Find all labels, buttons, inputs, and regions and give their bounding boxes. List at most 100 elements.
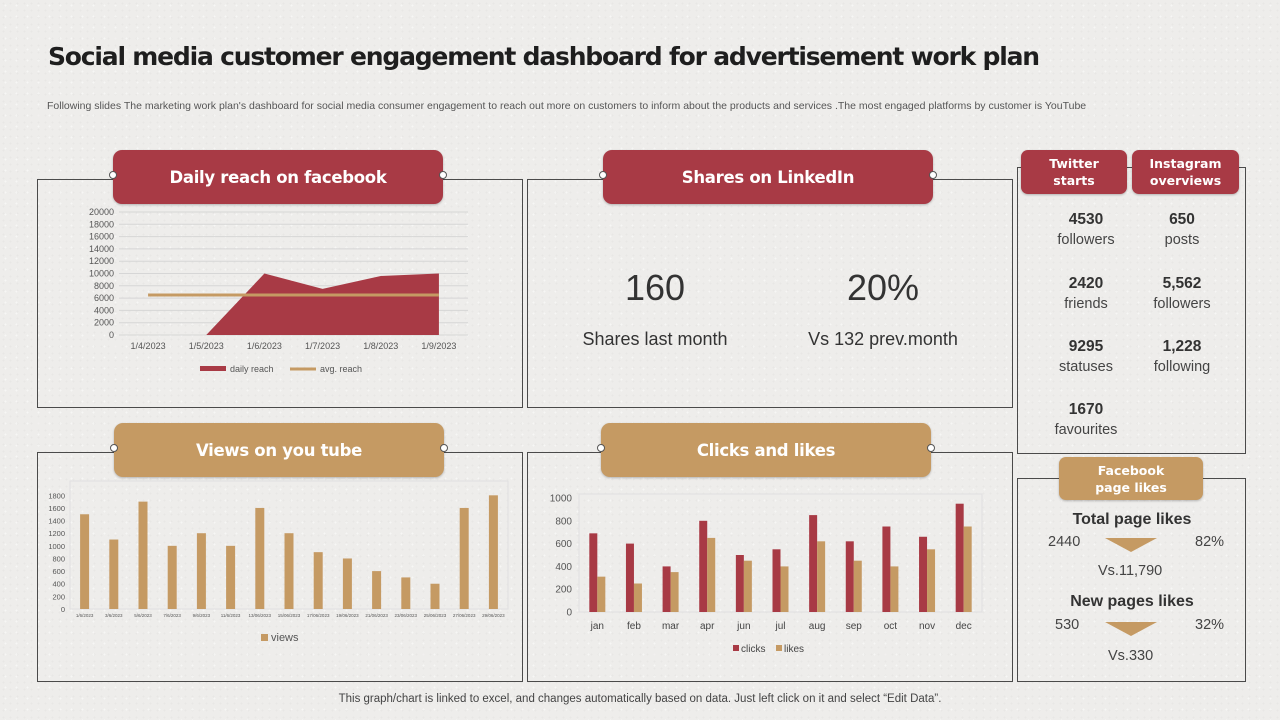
x-tick-label: 15/06/2023 (278, 613, 301, 618)
facebook-reach-chart[interactable]: 0 2000 4000 6000 8000 10000 12000 14000 16000 180… (38, 180, 522, 407)
legend-label: clicks (741, 644, 765, 655)
page-title: Social media customer engagement dashboa… (48, 42, 1040, 71)
twitter-stat: 1670 favourites (1031, 400, 1141, 440)
legend-label: likes (784, 644, 804, 655)
x-tick-label: 1/5/2023 (189, 341, 224, 351)
y-tick-label: 600 (52, 567, 65, 576)
change-value: 20% (846, 267, 920, 308)
x-tick-label: 19/06/2023 (336, 613, 359, 618)
clicks-likes-chart[interactable]: 0 200 400 600 800 1000 jan feb mar apr jun jul aug se… (528, 453, 1012, 681)
stat-value: 5,562 (1162, 275, 1202, 292)
bar-clicks (772, 549, 781, 612)
youtube-views-chart[interactable]: 0 200 400 600 800 1000 1200 1400 1600 1800 1/6/202… (38, 453, 522, 681)
bar-views (80, 514, 90, 609)
x-tick-label: 13/06/2023 (249, 613, 272, 618)
x-tick-label: aug (809, 621, 826, 632)
y-tick-label: 1600 (48, 504, 65, 513)
twitter-stat: 4530 followers (1031, 210, 1141, 250)
y-tick-label: 0 (61, 605, 65, 614)
bar-clicks (589, 533, 598, 612)
new-likes-value: 530 (1055, 617, 1080, 633)
y-tick-label: 200 (52, 592, 65, 601)
y-tick-label: 4000 (94, 305, 114, 315)
new-likes-title: New pages likes (1070, 593, 1194, 610)
twitter-header: Twitter starts (1021, 150, 1127, 194)
x-tick-label: 21/06/2023 (365, 613, 388, 618)
y-tick-label: 800 (52, 554, 65, 563)
y-tick-label: 12000 (89, 256, 114, 266)
bar-views (255, 507, 265, 609)
bar-likes (707, 537, 716, 612)
x-tick-label: sep (846, 621, 863, 632)
youtube-header-label: Views on you tube (195, 440, 363, 460)
connector-dot (110, 444, 118, 452)
x-tick-label: mar (662, 621, 680, 632)
legend-swatch (261, 634, 268, 641)
instagram-stat: 650 posts (1127, 210, 1237, 250)
stat-value: 2420 (1068, 275, 1104, 292)
x-tick-label: 1/8/2023 (363, 341, 398, 351)
stat-value: 650 (1169, 211, 1195, 228)
connector-dot (929, 171, 937, 179)
legend-swatch (200, 366, 226, 371)
y-tick-label: 400 (555, 562, 572, 573)
bar-clicks (882, 526, 891, 612)
bar-likes (927, 549, 936, 612)
twitter-instagram-panel[interactable]: 4530 followers 2420 friends 9295 statuses 1… (1017, 167, 1246, 454)
legend-label: daily reach (230, 364, 274, 374)
down-arrow-icon (1105, 538, 1157, 552)
bar-likes (743, 560, 752, 612)
linkedin-header: Shares on LinkedIn (599, 150, 937, 204)
shares-value: 160 (624, 267, 686, 308)
bar-views (196, 533, 206, 609)
x-tick-label: feb (627, 621, 641, 632)
y-tick-label: 10000 (89, 269, 114, 279)
x-tick-label: 11/6/2023 (221, 613, 241, 618)
page-subtitle: Following slides The marketing work plan… (47, 100, 1087, 112)
x-tick-label: 3/6/2023 (105, 613, 123, 618)
y-tick-label: 8000 (94, 281, 114, 291)
bar-likes (853, 560, 862, 612)
bar-views (430, 583, 440, 609)
x-tick-label: jan (590, 621, 604, 632)
y-tick-label: 18000 (89, 219, 114, 229)
instagram-stat: 1,228 following (1127, 337, 1237, 377)
twitter-stat: 9295 statuses (1031, 337, 1141, 377)
y-tick-label: 1000 (550, 494, 573, 505)
x-tick-label: dec (956, 621, 972, 632)
bar-views (138, 501, 148, 609)
linkedin-panel[interactable]: 160 Shares last month 20% Vs 132 prev.mo… (527, 179, 1013, 408)
connector-dot (109, 171, 117, 179)
legend-label: avg. reach (320, 364, 362, 374)
clicks-header: Clicks and likes (597, 423, 935, 477)
bar-clicks (919, 536, 928, 612)
stat-value: 4530 (1068, 211, 1104, 228)
y-tick-label: 1000 (48, 542, 65, 551)
total-likes-compare: Vs.11,790 (1098, 563, 1163, 579)
x-tick-label: 23/06/2023 (395, 613, 418, 618)
bar-likes (780, 566, 789, 612)
y-tick-label: 200 (555, 585, 572, 596)
bar-likes (597, 576, 606, 612)
facebook-likes-panel[interactable]: Total page likes 2440 82% Vs.11,790 New … (1017, 478, 1246, 682)
stat-label: following (1153, 359, 1211, 375)
shares-label: Shares last month (582, 329, 728, 349)
connector-dot (599, 171, 607, 179)
bar-views (488, 495, 498, 609)
bar-likes (890, 566, 899, 612)
bar-likes (633, 583, 642, 612)
x-tick-label: jul (774, 621, 785, 632)
x-tick-label: 25/06/2023 (424, 613, 447, 618)
stat-value: 9295 (1068, 338, 1104, 355)
change-label: Vs 132 prev.month (808, 329, 958, 349)
total-likes-percent: 82% (1195, 534, 1225, 550)
clicks-likes-panel[interactable]: 0 200 400 600 800 1000 jan feb mar apr jun jul aug se… (527, 452, 1013, 682)
bar-views (342, 558, 352, 609)
y-tick-label: 16000 (89, 232, 114, 242)
youtube-header: Views on you tube (110, 423, 448, 477)
youtube-views-panel[interactable]: 0 200 400 600 800 1000 1200 1400 1600 1800 1/6/202… (37, 452, 523, 682)
x-tick-label: 9/6/2023 (193, 613, 211, 618)
facebook-reach-panel[interactable]: 0 2000 4000 6000 8000 10000 12000 14000 16000 180… (37, 179, 523, 408)
connector-dot (440, 444, 448, 452)
y-tick-label: 1400 (48, 517, 65, 526)
